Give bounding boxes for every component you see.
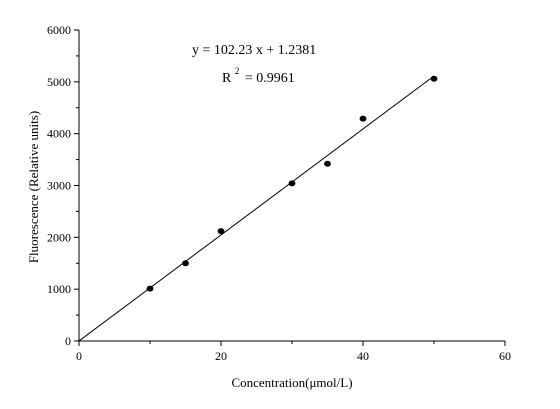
y-tick-label: 2000 xyxy=(47,230,71,244)
fit-line xyxy=(78,75,435,342)
data-point xyxy=(288,180,296,187)
y-tick-label: 1000 xyxy=(47,282,71,296)
r-squared-value: = 0.9961 xyxy=(245,71,295,86)
data-point xyxy=(430,75,438,82)
equation-label: y = 102.23 x + 1.2381 xyxy=(192,43,316,58)
y-axis-label: Fluorescence (Relative units) xyxy=(26,111,41,263)
data-point xyxy=(146,285,154,292)
y-tick-label: 6000 xyxy=(47,23,71,37)
y-tick-label: 0 xyxy=(65,334,71,348)
x-tick-label: 0 xyxy=(76,349,82,363)
r-squared-superscript: 2 xyxy=(235,66,240,76)
y-tick-label: 3000 xyxy=(47,179,71,193)
x-tick-label: 20 xyxy=(215,349,227,363)
x-tick-label: 60 xyxy=(499,349,511,363)
data-point xyxy=(217,228,225,235)
x-axis-label: Concentration(μmol/L) xyxy=(231,375,352,390)
data-point xyxy=(359,115,367,122)
r-squared-label: R 2 = 0.9961 xyxy=(222,63,295,86)
y-tick-label: 4000 xyxy=(47,127,71,141)
x-tick-label: 40 xyxy=(357,349,369,363)
y-tick-label: 5000 xyxy=(47,75,71,89)
data-point xyxy=(324,160,331,167)
data-point xyxy=(182,260,189,267)
r-squared-symbol: R xyxy=(222,71,232,86)
